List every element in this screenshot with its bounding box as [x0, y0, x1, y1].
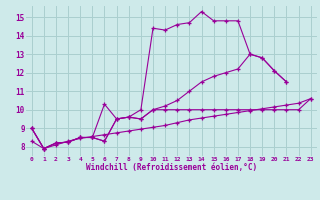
X-axis label: Windchill (Refroidissement éolien,°C): Windchill (Refroidissement éolien,°C)	[86, 163, 257, 172]
